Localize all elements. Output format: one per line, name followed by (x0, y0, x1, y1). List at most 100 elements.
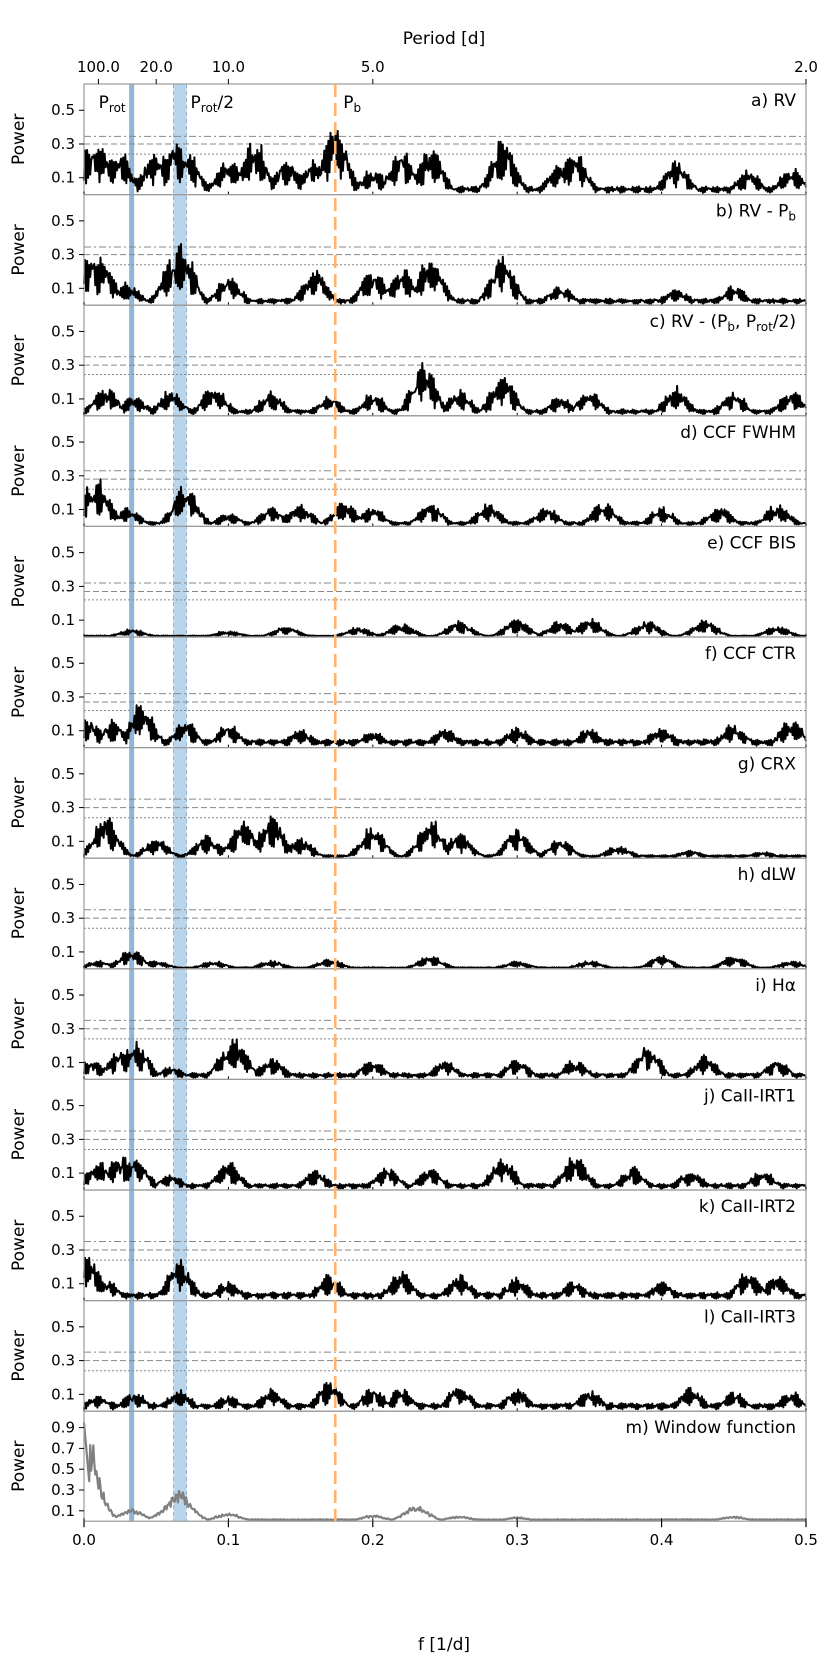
y-tick-label: 0.3 (51, 467, 75, 485)
rotation-period-band (129, 84, 135, 1522)
periodogram-line-g (83, 815, 807, 859)
y-tick-label: 0.1 (51, 1164, 75, 1182)
marker-label-2: Pb (343, 93, 361, 115)
panel-label-b: b) RV - Pb (716, 202, 796, 224)
panel-label-f: f) CCF CTR (705, 644, 796, 664)
y-tick-label: 0.3 (51, 1130, 75, 1148)
y-tick-label: 0.5 (51, 1097, 75, 1115)
y-axis-title: Power (9, 667, 29, 718)
marker-label-sub: b (354, 101, 362, 115)
panel-label-e: e) CCF BIS (707, 533, 796, 553)
panel-label-c: c) RV - (Pb, Prot/2) (650, 312, 796, 334)
panel-g: 0.5 0.3 0.1 Power g) CRX (9, 746, 807, 859)
marker-label-main: P (343, 93, 353, 113)
y-tick-label: 0.3 (51, 1481, 75, 1499)
panel-l: 0.5 0.3 0.1 Power l) CaII-IRT3 (9, 1299, 807, 1412)
panel-label-text: f) CCF CTR (705, 644, 796, 664)
x-axis-title: f [1/d] (418, 1635, 470, 1655)
panel-b: 0.5 0.3 0.1 Power b) RV - Pb (9, 194, 807, 306)
panel-label-text: d) CCF FWHM (680, 423, 796, 443)
top-axis-title: Period [d] (403, 29, 485, 49)
panel-label-sub: b (788, 210, 796, 224)
periodogram-panels: 0.5 0.3 0.1 Power a) RV 0.5 0.3 0.1 Power b) RV -… (9, 83, 807, 1522)
panel-label-a: a) RV (751, 91, 796, 111)
panel-label-suffix: , P (735, 312, 756, 332)
bottom-frequency-axis: f [1/d] 0.0 0.1 0.2 0.3 0.4 0.5 (72, 1521, 818, 1655)
y-tick-label: 0.3 (51, 1020, 75, 1038)
panel-label-h: h) dLW (738, 865, 797, 885)
panel-label-sub2: rot (756, 320, 773, 334)
periodogram-line-d (83, 478, 807, 527)
panel-label-text: g) CRX (738, 755, 797, 775)
panel-k: 0.5 0.3 0.1 Power k) CaII-IRT2 (9, 1189, 807, 1302)
panel-label-text: k) CaII-IRT2 (699, 1197, 796, 1217)
y-tick-label: 0.1 (51, 390, 75, 408)
y-axis-title: Power (9, 556, 29, 607)
marker-bands (129, 84, 188, 1522)
y-tick-label: 0.1 (51, 611, 75, 629)
y-tick-label: 0.5 (51, 1318, 75, 1336)
x-tick-label: 0.1 (216, 1531, 240, 1549)
y-axis-title: Power (9, 1109, 29, 1160)
y-tick-label: 0.5 (51, 322, 75, 340)
periodogram-line-i (83, 1038, 807, 1080)
periodogram-line-b (83, 243, 807, 305)
panel-f: 0.5 0.3 0.1 Power f) CCF CTR (9, 636, 807, 749)
panel-a: 0.5 0.3 0.1 Power a) RV (9, 83, 807, 196)
marker-label-1: Prot/2 (191, 93, 235, 115)
y-tick-label: 0.1 (51, 169, 75, 187)
panel-label-text: h) dLW (738, 865, 797, 885)
panel-label-text: j) CaII-IRT1 (703, 1086, 796, 1106)
top-period-axis: Period [d] 100.0 20.0 10.0 5.0 2.0 (77, 29, 818, 84)
panel-label-k: k) CaII-IRT2 (699, 1197, 796, 1217)
top-tick-label: 10.0 (212, 58, 245, 76)
panel-label-m: m) Window function (626, 1418, 796, 1438)
panel-i: 0.5 0.3 0.1 Power i) Hα (9, 968, 807, 1080)
y-tick-label: 0.3 (51, 135, 75, 153)
marker-label-suffix: /2 (218, 93, 235, 113)
y-tick-label: 0.3 (51, 909, 75, 927)
x-tick-label: 0.4 (650, 1531, 674, 1549)
y-axis-title: Power (9, 445, 29, 496)
panel-frame (83, 1410, 807, 1522)
panel-label-l: l) CaII-IRT3 (704, 1308, 796, 1328)
periodogram-line-a (83, 129, 807, 194)
periodogram-line-m (82, 1422, 807, 1522)
periodogram-line-l (83, 1381, 807, 1411)
marker-label-sub: rot (201, 101, 218, 115)
y-tick-label: 0.1 (51, 1275, 75, 1293)
y-tick-label: 0.5 (51, 875, 75, 893)
panel-label-sub: b (727, 320, 735, 334)
y-tick-label: 0.3 (51, 246, 75, 264)
panel-frame (83, 525, 807, 638)
y-tick-label: 0.5 (51, 1207, 75, 1225)
y-tick-label: 0.5 (51, 101, 75, 119)
y-tick-label: 0.1 (51, 832, 75, 850)
y-tick-label: 0.7 (51, 1439, 75, 1457)
panel-d: 0.5 0.3 0.1 Power d) CCF FWHM (9, 415, 807, 527)
x-tick-label: 0.5 (794, 1531, 818, 1549)
y-axis-title: Power (9, 888, 29, 939)
y-tick-label: 0.1 (51, 722, 75, 740)
panel-label-text: l) CaII-IRT3 (704, 1308, 796, 1328)
panel-label-suffix2: /2) (773, 312, 796, 332)
panel-label-g: g) CRX (738, 755, 797, 775)
top-tick-label: 20.0 (139, 58, 172, 76)
y-tick-label: 0.5 (51, 433, 75, 451)
x-tick-label: 0.0 (72, 1531, 96, 1549)
y-axis-title: Power (9, 998, 29, 1049)
panel-label-text: a) RV (751, 91, 796, 111)
y-tick-label: 0.3 (51, 356, 75, 374)
panel-label-d: d) CCF FWHM (680, 423, 796, 443)
y-tick-label: 0.5 (51, 654, 75, 672)
y-tick-label: 0.3 (51, 799, 75, 817)
panel-frame (83, 857, 807, 970)
y-axis-title: Power (9, 1330, 29, 1381)
y-tick-label: 0.5 (51, 212, 75, 230)
y-tick-label: 0.3 (51, 688, 75, 706)
marker-label-main: P (99, 93, 109, 113)
y-axis-title: Power (9, 777, 29, 828)
panel-label-i: i) Hα (755, 976, 796, 996)
marker-labels: Prot Prot/2 Pb (99, 93, 361, 115)
